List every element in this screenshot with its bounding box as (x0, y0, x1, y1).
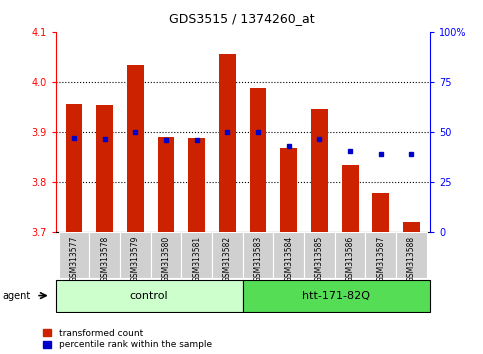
Bar (151, 232, 181, 278)
Bar (273, 232, 304, 278)
Text: GSM313577: GSM313577 (70, 235, 78, 282)
Text: GSM313588: GSM313588 (407, 235, 416, 282)
Bar (96, 105, 113, 232)
Bar (335, 232, 366, 278)
Bar (341, 165, 358, 232)
Bar (188, 138, 205, 232)
Text: GSM313583: GSM313583 (254, 235, 263, 282)
Bar (250, 88, 267, 232)
Bar (219, 54, 236, 232)
Bar (243, 232, 273, 278)
Bar (372, 193, 389, 232)
Bar (181, 232, 212, 278)
Bar (304, 232, 335, 278)
Bar (403, 222, 420, 232)
Bar (157, 137, 174, 232)
Bar (120, 232, 151, 278)
Bar (311, 109, 328, 232)
Bar (127, 65, 144, 232)
Text: control: control (130, 291, 169, 301)
Bar (56, 280, 243, 312)
Text: GSM313585: GSM313585 (315, 235, 324, 282)
Bar (243, 280, 430, 312)
Text: GSM313587: GSM313587 (376, 235, 385, 282)
Text: GSM313584: GSM313584 (284, 235, 293, 282)
Bar (212, 232, 243, 278)
Text: htt-171-82Q: htt-171-82Q (302, 291, 370, 301)
Text: GSM313582: GSM313582 (223, 235, 232, 282)
Text: GSM313581: GSM313581 (192, 235, 201, 282)
Bar (58, 232, 89, 278)
Bar (396, 232, 427, 278)
Bar (280, 148, 297, 232)
Bar (366, 232, 396, 278)
Text: GSM313578: GSM313578 (100, 235, 109, 282)
Text: GSM313579: GSM313579 (131, 235, 140, 282)
Text: GDS3515 / 1374260_at: GDS3515 / 1374260_at (169, 12, 314, 25)
Text: GSM313580: GSM313580 (161, 235, 170, 282)
Text: GSM313586: GSM313586 (346, 235, 355, 282)
Legend: transformed count, percentile rank within the sample: transformed count, percentile rank withi… (43, 329, 212, 349)
Bar (66, 104, 83, 232)
Bar (89, 232, 120, 278)
Text: agent: agent (2, 291, 30, 301)
